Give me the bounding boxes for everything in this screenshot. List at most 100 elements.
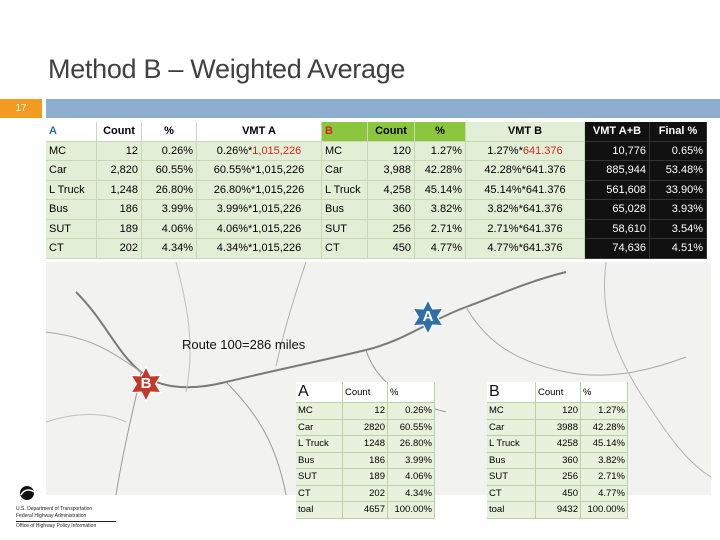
row-vmt-ab: 58,610 (584, 219, 650, 239)
slide-title: Method B – Weighted Average (48, 54, 406, 84)
row-label: Car (487, 419, 536, 436)
row-count: 9432 (535, 501, 581, 519)
row-a-pct: 60.55% (141, 160, 197, 181)
row-b-vmt-pct: 42.28%* (484, 164, 526, 177)
row-label: L Truck (487, 435, 536, 453)
row-label: L Truck (296, 435, 343, 453)
row-count: 202 (342, 485, 388, 502)
row-a-label: Bus (46, 199, 97, 220)
row-label: SUT (487, 468, 536, 486)
row-b-pct: 45.14% (414, 180, 466, 200)
row-a-vmt-pct: 4.34%* (216, 242, 253, 255)
row-a-pct: 4.34% (141, 238, 197, 259)
row-label: toal (296, 501, 343, 519)
row-vmt-ab: 561,608 (584, 180, 650, 200)
logo-line-3: Office of Highway Policy Information (16, 523, 97, 529)
row-final-pct: 3.93% (649, 199, 707, 220)
row-label: SUT (296, 468, 343, 486)
row-final-pct: 33.90% (649, 180, 707, 200)
row-a-vmt-value: 1,015,226 (255, 183, 305, 196)
row-a-vmt: 60.55%*1,015,226 (196, 160, 322, 181)
row-b-vmt-value: 641.376 (522, 242, 563, 255)
row-b-pct: 1.27% (414, 141, 466, 161)
vmt-table-row: SUT 189 4.06% 4.06%*1,015,226 SUT 256 2.71% 2.7… (46, 219, 707, 239)
row-b-label: CT (321, 238, 368, 259)
row-label: Bus (487, 452, 536, 469)
row-pct: 100.00% (580, 501, 628, 519)
row-b-count: 3,988 (367, 160, 415, 181)
row-b-vmt-pct: 1.27%* (487, 144, 523, 157)
table-row: Bus 186 3.99% (296, 452, 435, 469)
row-b-vmt-value: 641.376 (522, 144, 563, 157)
row-b-vmt-pct: 3.82%* (487, 203, 523, 216)
row-a-count: 202 (96, 238, 142, 259)
row-pct: 4.77% (580, 485, 628, 502)
row-b-label: MC (321, 141, 368, 161)
row-a-vmt: 3.99%*1,015,226 (196, 199, 322, 220)
row-a-vmt-pct: 60.55%* (213, 164, 256, 177)
row-vmt-ab: 885,944 (584, 160, 650, 181)
row-b-vmt: 1.27%*641.376 (465, 141, 585, 161)
marker-a-label: A (422, 308, 434, 325)
table-row: MC 12 0.26% (296, 402, 435, 420)
table-row: toal 9432 100.00% (487, 501, 628, 519)
row-a-label: L Truck (46, 180, 97, 200)
row-b-pct: 42.28% (414, 160, 466, 181)
row-pct: 26.80% (387, 435, 435, 453)
vmt-table-row: L Truck 1,248 26.80% 26.80%*1,015,226 L Truc… (46, 180, 707, 200)
row-b-count: 360 (367, 199, 415, 220)
table-b-pct-header: % (580, 382, 628, 403)
header-a-vmt: VMT A (196, 122, 322, 142)
table-row: L Truck 4258 45.14% (487, 435, 628, 453)
row-pct: 1.27% (580, 402, 628, 420)
row-count: 186 (342, 452, 388, 469)
row-b-count: 120 (367, 141, 415, 161)
row-count: 450 (535, 485, 581, 502)
table-a-count-header: Count (342, 382, 388, 403)
row-a-vmt-pct: 4.06%* (216, 222, 253, 235)
row-pct: 42.28% (580, 419, 628, 436)
row-b-count: 256 (367, 219, 415, 239)
row-a-label: SUT (46, 219, 97, 239)
row-a-count: 1,248 (96, 180, 142, 200)
table-row: L Truck 1248 26.80% (296, 435, 435, 453)
usdot-emblem-icon (20, 486, 35, 500)
header-final-pct: Final % (649, 122, 707, 142)
row-pct: 3.82% (580, 452, 628, 469)
row-a-vmt-pct: 3.99%* (216, 203, 253, 216)
row-b-vmt-value: 641.376 (525, 164, 566, 177)
logo-line-1: U.S. Department of Transportation (16, 506, 93, 512)
row-count: 12 (342, 402, 388, 420)
row-pct: 60.55% (387, 419, 435, 436)
vmt-table-row: MC 12 0.26% 0.26%*1,015,226 MC 120 1.27% 1.27%*… (46, 141, 707, 161)
header-a-letter: A (46, 122, 97, 142)
row-a-count: 12 (96, 141, 142, 161)
row-b-label: Bus (321, 199, 368, 220)
row-b-vmt: 3.82%*641.376 (465, 199, 585, 220)
row-label: CT (296, 485, 343, 502)
table-row: toal 4657 100.00% (296, 501, 435, 519)
row-b-vmt: 4.77%*641.376 (465, 238, 585, 259)
row-a-label: CT (46, 238, 97, 259)
row-a-vmt-value: 1,015,226 (252, 203, 302, 216)
row-b-pct: 4.77% (414, 238, 466, 259)
route-label: Route 100=286 miles (182, 337, 306, 352)
table-row: CT 450 4.77% (487, 485, 628, 502)
counts-table-a: A Count % MC 12 0.26% Car 2820 60.55% L Truck 1… (296, 382, 435, 519)
row-a-vmt-value: 1,015,226 (252, 222, 302, 235)
row-a-count: 189 (96, 219, 142, 239)
row-count: 4657 (342, 501, 388, 519)
row-pct: 100.00% (387, 501, 435, 519)
vmt-table-row: CT 202 4.34% 4.34%*1,015,226 CT 450 4.77% 4.77%… (46, 238, 707, 259)
row-b-vmt-value: 641.376 (522, 222, 563, 235)
table-a-letter: A (296, 382, 343, 403)
row-b-pct: 2.71% (414, 219, 466, 239)
header-a-count: Count (96, 122, 142, 142)
row-label: toal (487, 501, 536, 519)
row-b-vmt-pct: 2.71%* (487, 222, 523, 235)
row-a-vmt: 26.80%*1,015,226 (196, 180, 322, 200)
logo-line-2: Federal Highway Administration (16, 513, 87, 519)
table-row: Bus 360 3.82% (487, 452, 628, 469)
row-count: 256 (535, 468, 581, 486)
row-b-vmt: 45.14%*641.376 (465, 180, 585, 200)
